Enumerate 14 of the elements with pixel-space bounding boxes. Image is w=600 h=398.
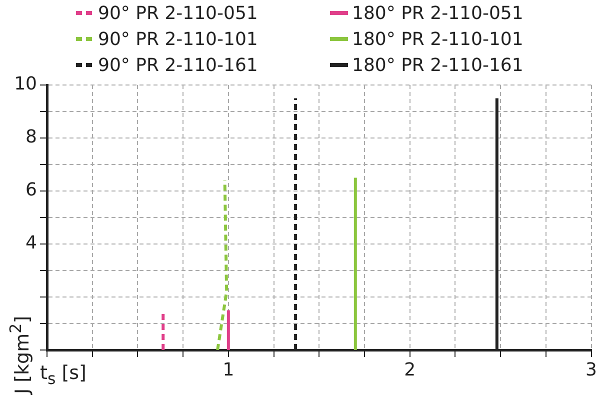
legend-label: 90° PR 2-110-051 bbox=[98, 2, 258, 24]
x-tick-label: 2 bbox=[404, 359, 416, 380]
y-tick-label: 6 bbox=[26, 180, 37, 201]
legend-label: 90° PR 2-110-161 bbox=[98, 54, 258, 76]
x-tick-label: 3 bbox=[586, 359, 597, 380]
y-tick-label: 4 bbox=[26, 232, 37, 254]
legend-label: 180° PR 2-110-051 bbox=[352, 2, 524, 24]
y-tick-label: 8 bbox=[26, 126, 37, 148]
y-tick-label: 10 bbox=[14, 74, 37, 95]
legend-label: 180° PR 2-110-161 bbox=[352, 54, 524, 76]
x-tick-label: 1 bbox=[222, 359, 234, 380]
legend-label: 180° PR 2-110-101 bbox=[352, 28, 524, 50]
legend-label: 90° PR 2-110-101 bbox=[98, 28, 258, 50]
x-axis-title: t$_{s}$ [s] bbox=[40, 362, 86, 388]
